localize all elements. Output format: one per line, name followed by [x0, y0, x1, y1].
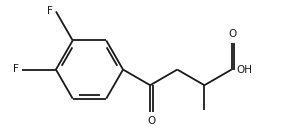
Text: O: O [147, 116, 156, 126]
Text: F: F [47, 6, 53, 16]
Text: OH: OH [236, 65, 252, 75]
Text: O: O [229, 29, 237, 39]
Text: F: F [13, 64, 19, 74]
